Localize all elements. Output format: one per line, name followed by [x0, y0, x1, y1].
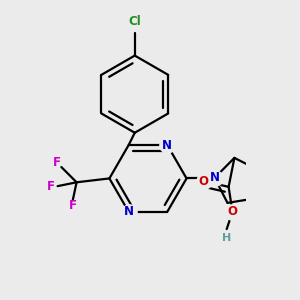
Text: N: N: [124, 205, 134, 218]
Text: N: N: [162, 139, 172, 152]
Text: Cl: Cl: [128, 15, 141, 28]
Text: F: F: [46, 180, 55, 193]
Text: F: F: [69, 199, 77, 212]
Text: O: O: [199, 175, 208, 188]
Text: H: H: [222, 233, 231, 243]
Text: N: N: [210, 171, 220, 184]
Text: F: F: [53, 157, 61, 169]
Text: O: O: [227, 206, 238, 218]
